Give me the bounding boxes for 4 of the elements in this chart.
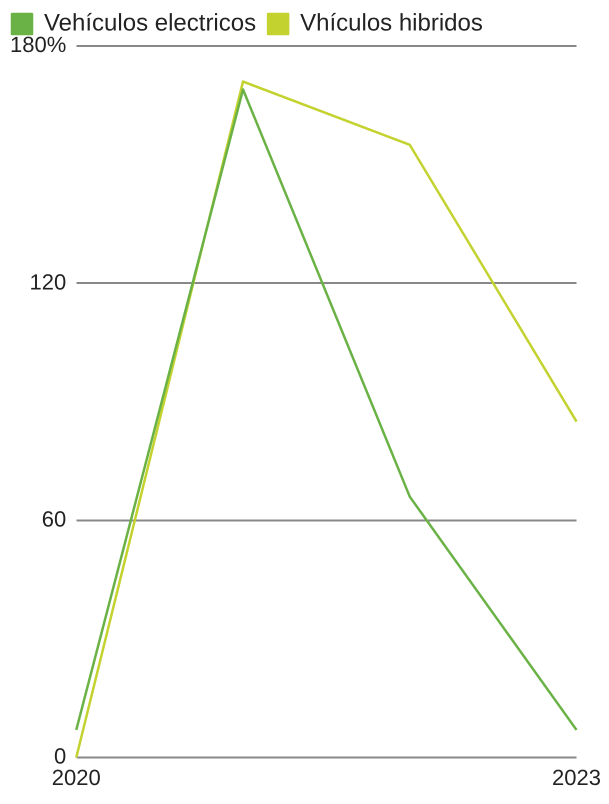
x-tick-label: 2023 [552, 764, 602, 790]
legend-label: Vhículos hibridos [300, 10, 483, 37]
y-tick-label: 60 [42, 506, 66, 532]
y-tick-label: 120 [30, 269, 66, 294]
